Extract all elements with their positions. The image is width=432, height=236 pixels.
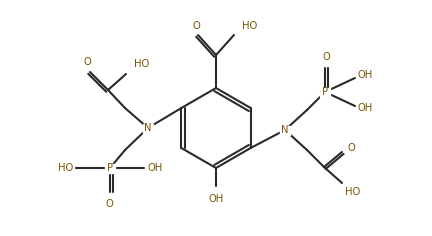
Text: OH: OH xyxy=(358,103,373,113)
Bar xyxy=(280,126,290,135)
Text: P: P xyxy=(322,87,328,97)
Text: OH: OH xyxy=(208,194,224,204)
Text: N: N xyxy=(144,123,152,133)
Text: HO: HO xyxy=(345,187,360,197)
Bar xyxy=(105,164,115,173)
Text: OH: OH xyxy=(147,163,162,173)
Text: P: P xyxy=(107,163,113,173)
Text: O: O xyxy=(192,21,200,31)
Text: OH: OH xyxy=(358,70,373,80)
Bar xyxy=(143,123,153,132)
Text: O: O xyxy=(322,52,330,62)
Text: O: O xyxy=(347,143,355,153)
Text: HO: HO xyxy=(242,21,257,31)
Text: HO: HO xyxy=(58,163,73,173)
Text: HO: HO xyxy=(134,59,149,69)
Text: N: N xyxy=(281,125,289,135)
Text: O: O xyxy=(105,199,113,209)
Bar xyxy=(320,88,330,97)
Text: O: O xyxy=(83,57,91,67)
